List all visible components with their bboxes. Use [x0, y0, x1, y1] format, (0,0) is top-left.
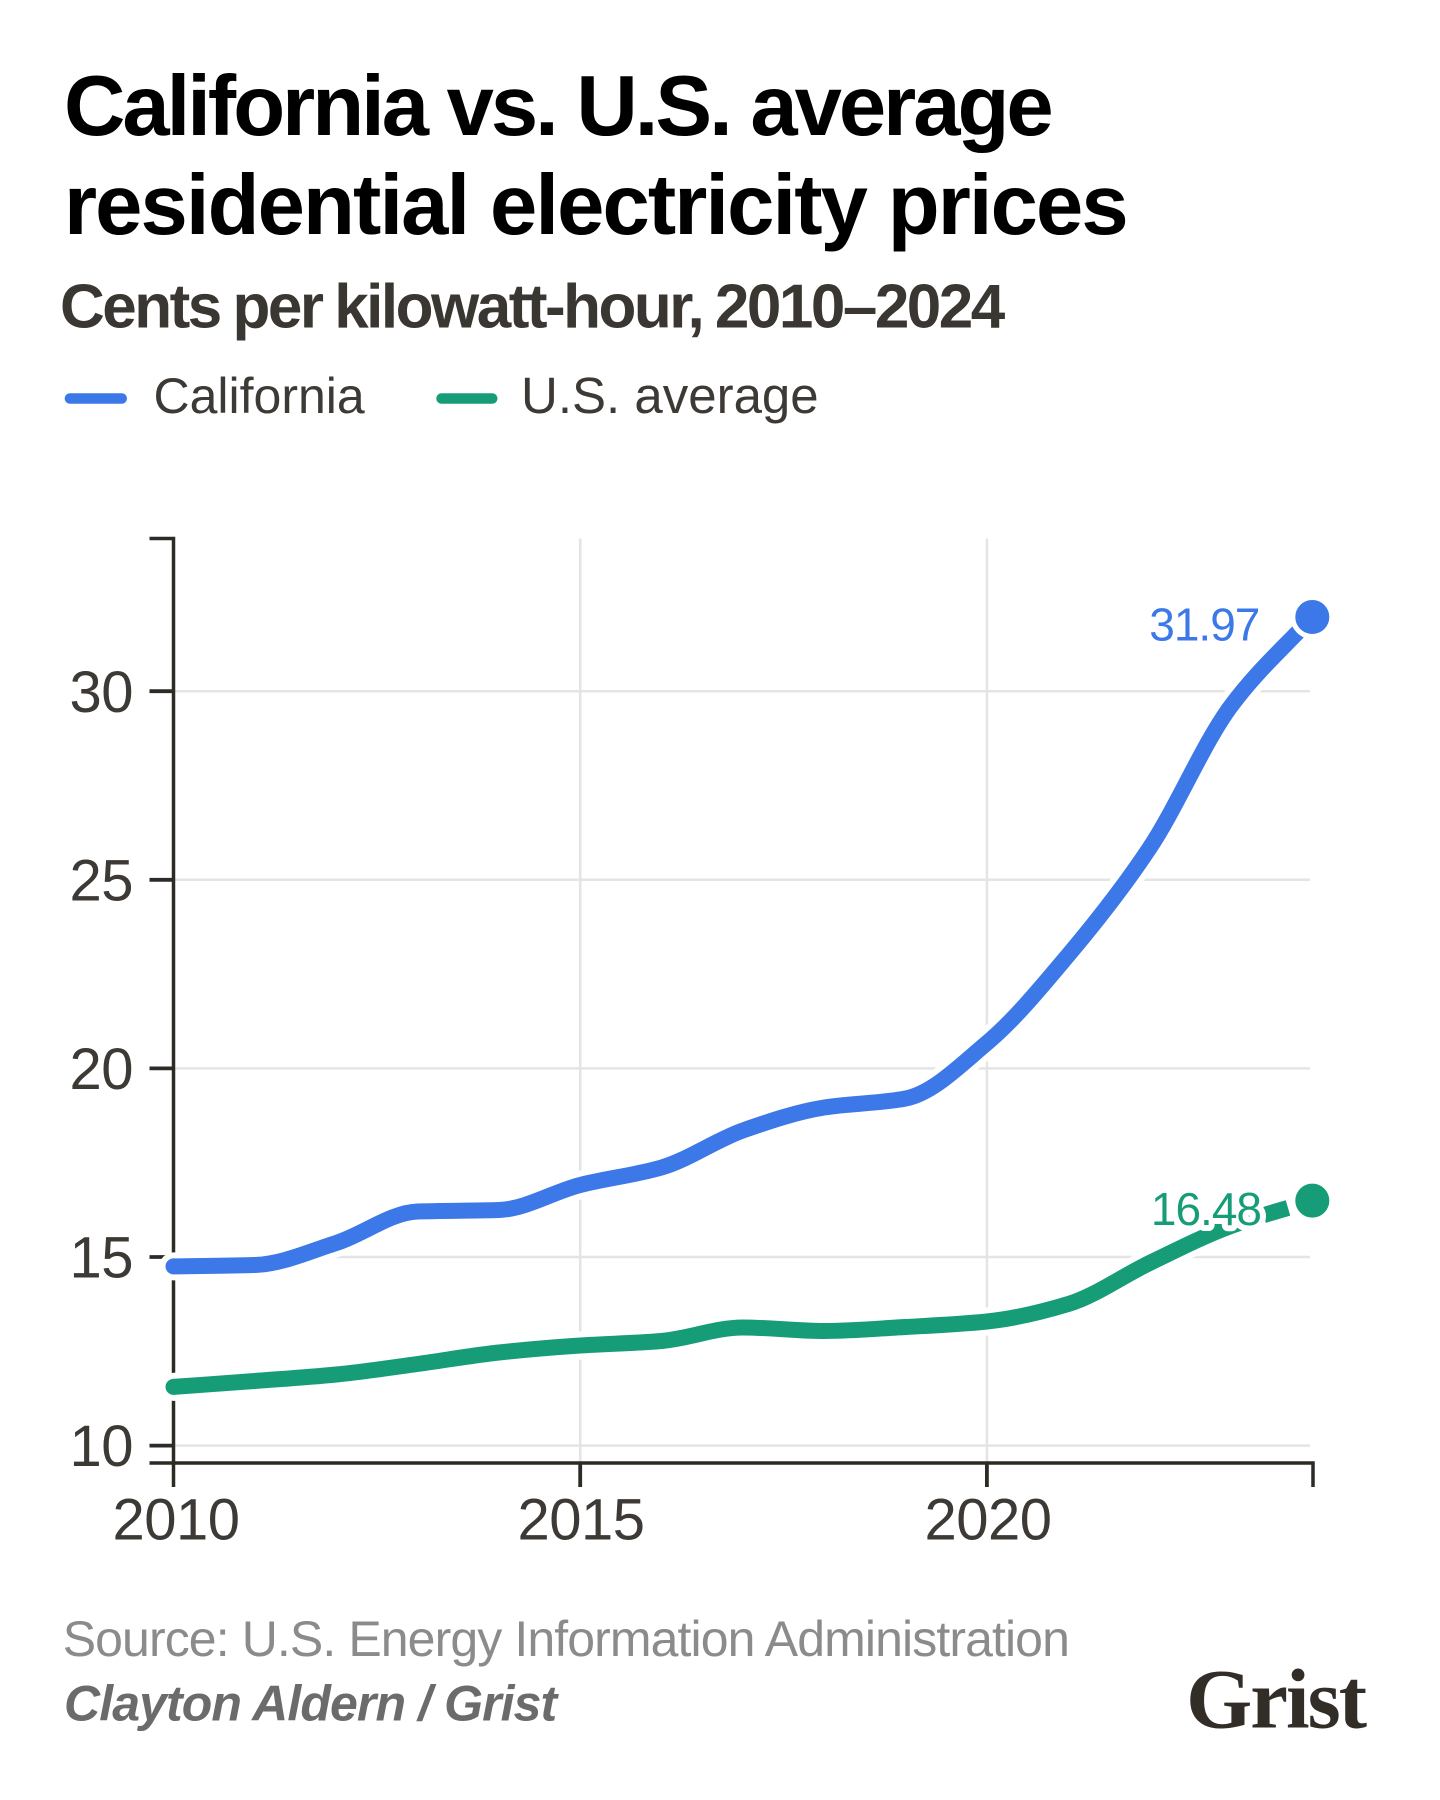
svg-text:25: 25 — [69, 848, 133, 913]
svg-text:California: California — [154, 368, 365, 424]
svg-text:10: 10 — [69, 1414, 133, 1479]
svg-text:16.48: 16.48 — [1151, 1183, 1261, 1235]
svg-text:California vs. U.S. average: California vs. U.S. average — [64, 59, 1051, 154]
svg-text:Clayton Aldern / Grist: Clayton Aldern / Grist — [64, 1676, 560, 1732]
svg-text:31.97: 31.97 — [1149, 599, 1259, 651]
svg-text:U.S. average: U.S. average — [521, 367, 819, 424]
svg-text:2015: 2015 — [517, 1488, 644, 1553]
svg-text:20: 20 — [69, 1037, 133, 1102]
svg-text:2020: 2020 — [924, 1488, 1051, 1553]
svg-text:Source: U.S. Energy Informatio: Source: U.S. Energy Information Administ… — [63, 1611, 1069, 1667]
svg-text:15: 15 — [69, 1226, 133, 1291]
svg-text:2010: 2010 — [112, 1488, 239, 1553]
svg-text:Grist: Grist — [1186, 1653, 1367, 1747]
svg-text:residential electricity prices: residential electricity prices — [64, 158, 1127, 253]
svg-text:Cents per kilowatt-hour, 2010–: Cents per kilowatt-hour, 2010–2024 — [60, 273, 1006, 342]
svg-text:30: 30 — [69, 660, 133, 725]
